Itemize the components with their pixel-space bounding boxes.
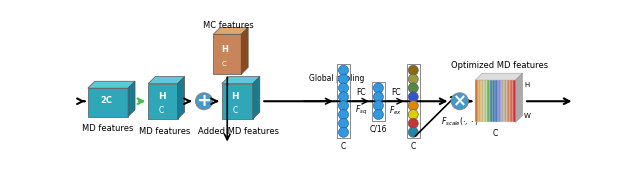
Circle shape	[339, 83, 349, 93]
Text: C: C	[232, 106, 237, 115]
Polygon shape	[222, 83, 253, 119]
Text: H: H	[157, 92, 165, 101]
Text: W: W	[249, 68, 255, 73]
Polygon shape	[222, 77, 260, 83]
Text: W: W	[260, 112, 267, 117]
Text: H: H	[221, 45, 228, 54]
Circle shape	[408, 127, 419, 137]
Circle shape	[373, 109, 383, 120]
Text: MC features: MC features	[204, 21, 254, 30]
Circle shape	[408, 101, 419, 111]
Circle shape	[339, 109, 349, 120]
Polygon shape	[513, 80, 516, 122]
Polygon shape	[490, 80, 493, 122]
Circle shape	[195, 93, 212, 110]
Text: MD features: MD features	[139, 127, 190, 136]
Circle shape	[373, 101, 383, 111]
Text: C: C	[159, 106, 164, 115]
Circle shape	[408, 65, 419, 75]
Polygon shape	[493, 80, 495, 122]
Polygon shape	[495, 80, 499, 122]
Polygon shape	[148, 83, 178, 119]
Circle shape	[373, 83, 383, 93]
Polygon shape	[213, 34, 241, 74]
Polygon shape	[88, 88, 128, 117]
Circle shape	[408, 92, 419, 102]
Circle shape	[408, 83, 419, 93]
Text: W: W	[186, 112, 191, 117]
Text: Global pooling: Global pooling	[308, 74, 364, 83]
Text: +: +	[196, 92, 211, 110]
Polygon shape	[476, 80, 478, 122]
Circle shape	[408, 118, 419, 128]
Text: MD features: MD features	[82, 124, 134, 133]
Text: $F_{scale}(\cdot,\cdot)$: $F_{scale}(\cdot,\cdot)$	[441, 115, 479, 128]
Circle shape	[339, 101, 349, 111]
Polygon shape	[213, 27, 248, 34]
Circle shape	[339, 92, 349, 102]
Circle shape	[408, 74, 419, 84]
Polygon shape	[499, 80, 501, 122]
Text: C: C	[222, 61, 227, 67]
Polygon shape	[178, 77, 184, 119]
Text: H: H	[231, 92, 239, 101]
Text: H/2: H/2	[136, 90, 147, 95]
Text: W: W	[524, 113, 531, 119]
Text: C: C	[411, 142, 416, 151]
Text: Added MD features: Added MD features	[198, 127, 280, 136]
Polygon shape	[241, 27, 248, 74]
Circle shape	[339, 74, 349, 84]
Polygon shape	[478, 80, 481, 122]
Polygon shape	[487, 80, 490, 122]
Text: C: C	[493, 129, 498, 138]
Text: $F_{sq}$: $F_{sq}$	[355, 104, 367, 117]
Circle shape	[339, 127, 349, 137]
Text: 2C: 2C	[100, 97, 112, 105]
Text: H: H	[524, 82, 529, 88]
Polygon shape	[88, 81, 135, 88]
Text: C/16: C/16	[370, 125, 387, 134]
Circle shape	[339, 65, 349, 75]
Polygon shape	[504, 80, 507, 122]
Polygon shape	[481, 80, 484, 122]
Circle shape	[339, 118, 349, 128]
Polygon shape	[253, 77, 260, 119]
Text: Optimized MD features: Optimized MD features	[451, 61, 548, 70]
Polygon shape	[507, 80, 510, 122]
Polygon shape	[516, 73, 522, 122]
Text: W/2: W/2	[136, 110, 148, 115]
Circle shape	[408, 109, 419, 120]
Text: FC: FC	[356, 88, 365, 97]
Polygon shape	[501, 80, 504, 122]
Polygon shape	[476, 73, 522, 80]
Circle shape	[373, 92, 383, 102]
Text: ×: ×	[453, 92, 467, 110]
Polygon shape	[510, 80, 513, 122]
Circle shape	[451, 93, 468, 110]
Text: $F_{ex}$: $F_{ex}$	[389, 104, 403, 117]
Text: FC: FC	[391, 88, 401, 97]
Polygon shape	[148, 77, 184, 83]
Polygon shape	[484, 80, 487, 122]
Text: C: C	[341, 142, 346, 151]
Polygon shape	[128, 81, 135, 117]
